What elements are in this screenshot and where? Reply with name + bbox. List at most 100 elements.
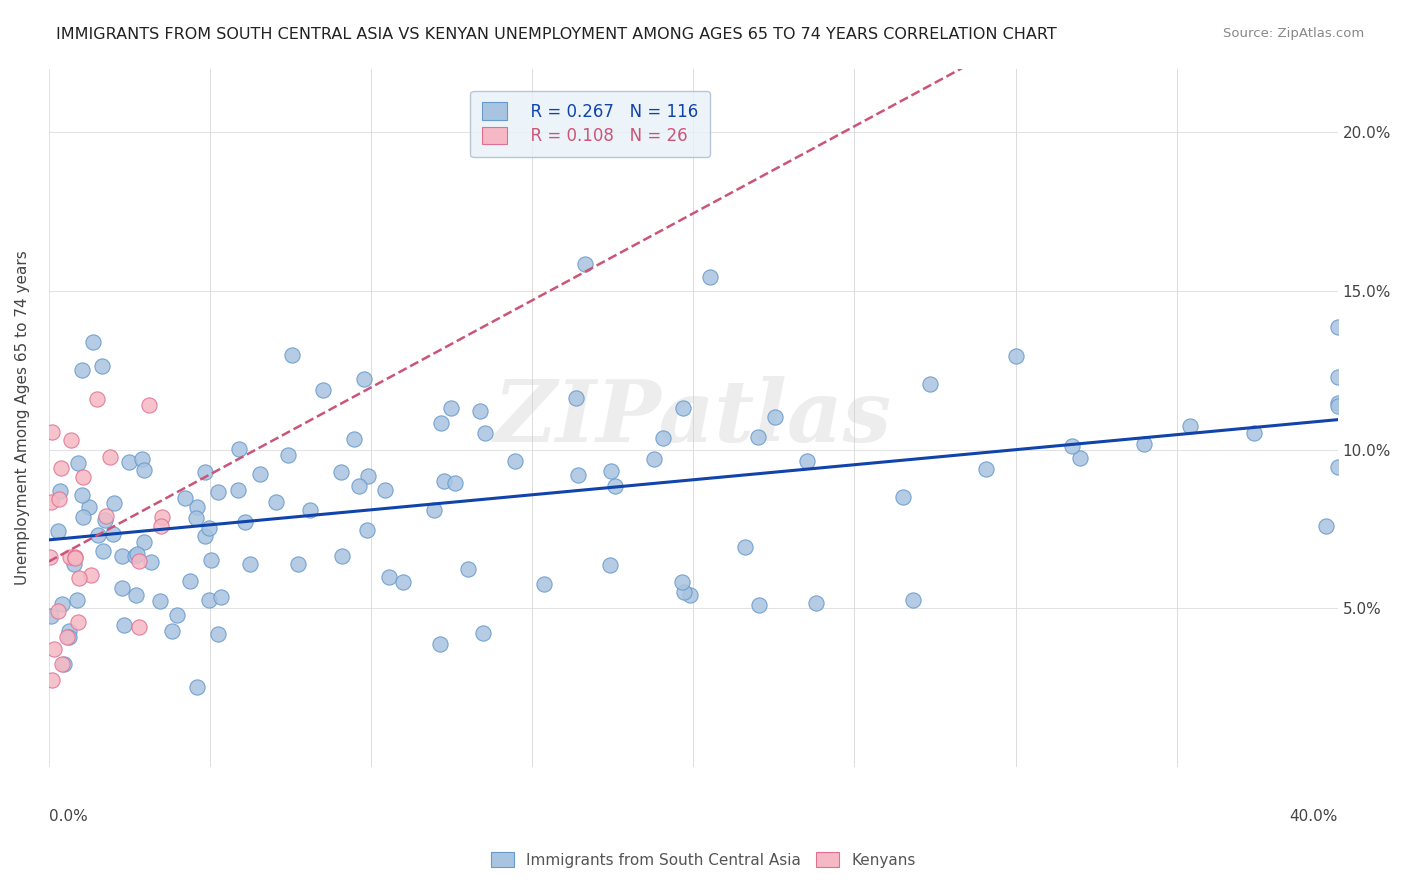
Point — [574, 257, 596, 271]
Point — [377, 570, 399, 584]
Point — [430, 417, 453, 431]
Point — [565, 391, 588, 405]
Point — [228, 442, 250, 457]
Point — [357, 469, 380, 483]
Point — [209, 590, 232, 604]
Point — [1178, 419, 1201, 434]
Point — [111, 549, 134, 563]
Point — [901, 593, 924, 607]
Point — [233, 515, 256, 529]
Point — [433, 474, 456, 488]
Y-axis label: Unemployment Among Ages 65 to 74 years: Unemployment Among Ages 65 to 74 years — [15, 251, 30, 585]
Point — [671, 401, 693, 415]
Point — [66, 593, 89, 607]
Point — [200, 553, 222, 567]
Point — [132, 463, 155, 477]
Point — [58, 630, 80, 644]
Point — [207, 484, 229, 499]
Point — [131, 452, 153, 467]
Point — [1069, 451, 1091, 466]
Point — [103, 496, 125, 510]
Point — [1326, 370, 1348, 384]
Point — [51, 597, 73, 611]
Point — [125, 588, 148, 602]
Legend:   R = 0.267   N = 116,   R = 0.108   N = 26: R = 0.267 N = 116, R = 0.108 N = 26 — [470, 91, 710, 157]
Text: 40.0%: 40.0% — [1289, 809, 1337, 824]
Point — [1060, 439, 1083, 453]
Point — [86, 392, 108, 406]
Point — [48, 491, 70, 506]
Point — [118, 455, 141, 469]
Point — [72, 509, 94, 524]
Point — [299, 502, 322, 516]
Point — [94, 508, 117, 523]
Point — [976, 462, 998, 476]
Point — [186, 680, 208, 694]
Point — [228, 483, 250, 497]
Point — [93, 513, 115, 527]
Point — [134, 535, 156, 549]
Point — [391, 575, 413, 590]
Point — [141, 554, 163, 568]
Point — [70, 488, 93, 502]
Point — [51, 657, 73, 672]
Point — [58, 624, 80, 638]
Point — [734, 541, 756, 555]
Point — [429, 637, 451, 651]
Point — [643, 452, 665, 467]
Point — [599, 558, 621, 573]
Point — [41, 673, 63, 688]
Point — [98, 450, 121, 464]
Point — [356, 524, 378, 538]
Point — [312, 383, 335, 397]
Point — [72, 469, 94, 483]
Point — [60, 433, 83, 447]
Point — [39, 495, 62, 509]
Point — [599, 464, 621, 478]
Point — [699, 270, 721, 285]
Point — [194, 465, 217, 479]
Point — [679, 588, 702, 602]
Point — [332, 549, 354, 563]
Legend: Immigrants from South Central Asia, Kenyans: Immigrants from South Central Asia, Keny… — [482, 844, 924, 875]
Point — [46, 604, 69, 618]
Point — [468, 404, 491, 418]
Point — [63, 550, 86, 565]
Point — [891, 490, 914, 504]
Point — [457, 562, 479, 576]
Point — [472, 626, 495, 640]
Point — [41, 425, 63, 439]
Point — [70, 363, 93, 377]
Point — [38, 550, 60, 565]
Point — [198, 521, 221, 535]
Point — [747, 430, 769, 444]
Point — [1005, 349, 1028, 363]
Point — [87, 528, 110, 542]
Point — [63, 557, 86, 571]
Point — [55, 630, 77, 644]
Point — [423, 502, 446, 516]
Point — [1315, 518, 1337, 533]
Point — [249, 467, 271, 481]
Point — [264, 495, 287, 509]
Point — [281, 347, 304, 361]
Text: IMMIGRANTS FROM SOUTH CENTRAL ASIA VS KENYAN UNEMPLOYMENT AMONG AGES 65 TO 74 YE: IMMIGRANTS FROM SOUTH CENTRAL ASIA VS KE… — [56, 27, 1057, 42]
Point — [1326, 319, 1348, 334]
Point — [111, 581, 134, 595]
Point — [763, 409, 786, 424]
Point — [1326, 396, 1348, 410]
Point — [444, 476, 467, 491]
Point — [150, 518, 173, 533]
Point — [82, 334, 104, 349]
Point — [66, 456, 89, 470]
Point — [374, 483, 396, 497]
Text: ZIPatlas: ZIPatlas — [494, 376, 893, 459]
Point — [138, 398, 160, 412]
Point — [77, 500, 100, 515]
Point — [239, 558, 262, 572]
Point — [80, 568, 103, 582]
Point — [194, 529, 217, 543]
Point — [49, 483, 72, 498]
Point — [90, 359, 112, 374]
Point — [93, 544, 115, 558]
